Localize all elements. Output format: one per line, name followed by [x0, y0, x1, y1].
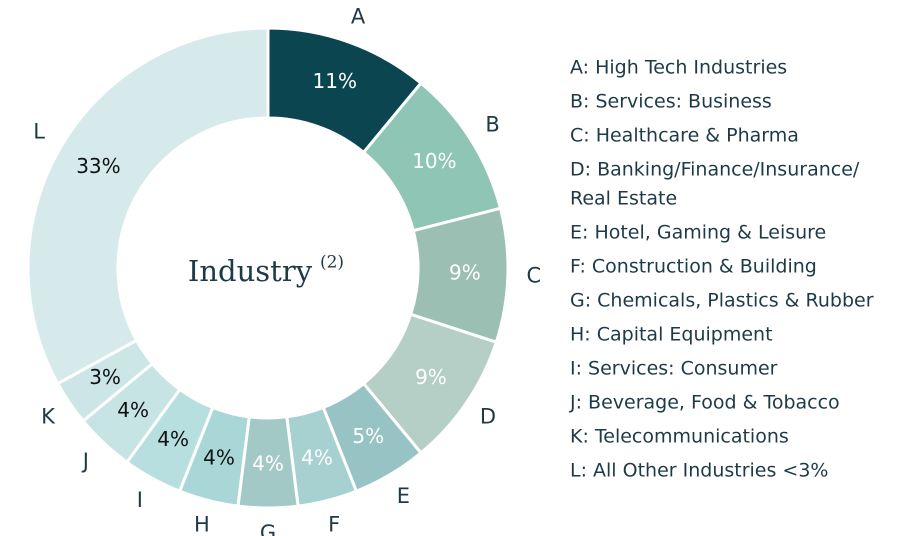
slice	[26, 26, 270, 386]
value-label: 3%	[89, 365, 121, 389]
legend-entry: Real Estate	[570, 188, 677, 210]
category-label: D	[480, 405, 496, 429]
category-label: F	[328, 513, 340, 536]
legend-entry: E: Hotel, Gaming & Leisure	[570, 222, 826, 244]
value-label: 4%	[203, 445, 235, 469]
category-label: H	[194, 513, 210, 536]
legend-entry: I: Services: Consumer	[570, 358, 778, 380]
legend-entry: H: Capital Equipment	[570, 324, 773, 346]
value-label: 11%	[313, 69, 357, 93]
category-label: J	[81, 449, 89, 473]
center-label: Industry	[188, 254, 313, 288]
category-label: G	[260, 521, 276, 536]
category-label: L	[33, 120, 45, 144]
category-label: B	[485, 112, 499, 136]
value-label: 4%	[301, 445, 333, 469]
value-label: 10%	[412, 149, 456, 173]
legend-entry: K: Telecommunications	[570, 426, 789, 448]
value-label: 4%	[117, 398, 149, 422]
legend-entry: D: Banking/Finance/Insurance/	[570, 159, 860, 181]
legend-entry: B: Services: Business	[570, 91, 772, 113]
legend-entry: F: Construction & Building	[570, 256, 817, 278]
value-label: 4%	[252, 452, 284, 476]
category-label: A	[351, 5, 366, 29]
category-label: E	[397, 484, 410, 508]
category-label: K	[41, 405, 56, 429]
legend-entry: G: Chemicals, Plastics & Rubber	[570, 290, 874, 312]
value-label: 4%	[157, 427, 189, 451]
legend-entry: L: All Other Industries <3%	[570, 460, 829, 482]
legend-entry: C: Healthcare & Pharma	[570, 125, 799, 147]
legend-entry: J: Beverage, Food & Tobacco	[569, 392, 840, 414]
value-label: 9%	[415, 365, 447, 389]
value-label: 33%	[76, 154, 120, 178]
legend-entry: A: High Tech Industries	[570, 57, 787, 79]
category-label: C	[527, 263, 542, 287]
value-label: 9%	[449, 261, 481, 285]
center-note: (2)	[320, 253, 344, 273]
value-label: 5%	[352, 424, 384, 448]
category-label: I	[137, 488, 143, 512]
